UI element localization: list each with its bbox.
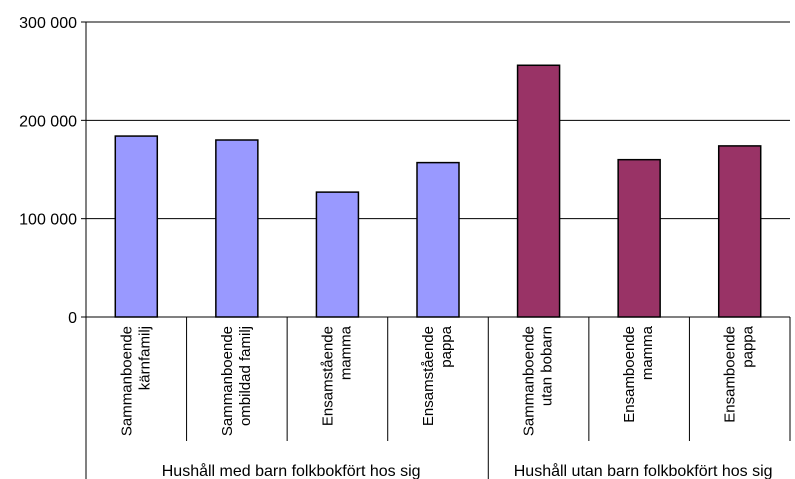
category-label-line: Sammanboende	[521, 326, 538, 436]
category-label: Ensamståendepappa	[420, 325, 455, 426]
category-label-line: Ensamstående	[319, 326, 336, 426]
category-label-line: utan bobarn	[539, 326, 556, 406]
y-tick-label: 300 000	[19, 15, 77, 32]
bar	[315, 191, 360, 318]
category-label-line: Sammanboende	[118, 326, 135, 436]
category-label: Ensamståendemamma	[319, 325, 354, 426]
category-label: Sammanboendeutan bobarn	[521, 326, 556, 436]
category-label-line: mamma	[337, 325, 354, 380]
category-label: Sammanboendekärnfamilj	[118, 326, 153, 436]
y-tick-label: 100 000	[19, 212, 77, 229]
bar	[114, 135, 159, 318]
category-label-line: kärnfamilj	[136, 326, 153, 390]
bar	[516, 64, 561, 318]
bar	[717, 145, 762, 318]
bar	[215, 139, 259, 318]
y-tick-label: 0	[68, 310, 77, 327]
bar	[416, 161, 460, 318]
category-label: Sammanboendeombildad familj	[219, 326, 254, 436]
category-label-line: Ensamboende	[722, 326, 739, 423]
category-label-line: mamma	[639, 325, 656, 380]
group-label: Hushåll utan barn folkbokfört hos sig	[514, 462, 773, 479]
category-label-line: pappa	[740, 325, 757, 367]
category-label-line: ombildad familj	[237, 326, 254, 426]
group-label: Hushåll med barn folkbokfört hos sig	[162, 462, 421, 479]
category-label: Ensamboendemamma	[621, 325, 656, 422]
category-label-line: pappa	[438, 325, 455, 367]
category-label-line: Sammanboende	[219, 326, 236, 436]
bar	[617, 158, 661, 318]
y-tick-label: 200 000	[19, 113, 77, 130]
category-label-line: Ensamstående	[420, 326, 437, 426]
category-label-line: Ensamboende	[621, 326, 638, 423]
category-label: Ensamboendepappa	[722, 325, 757, 422]
